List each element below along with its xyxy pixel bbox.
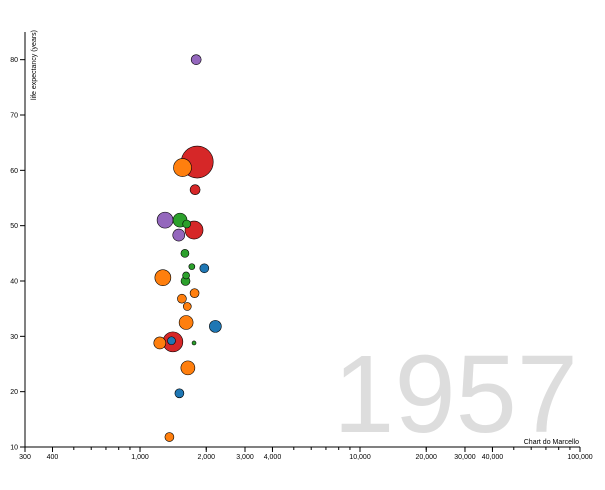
x-tick-label: 2,000 [197, 454, 215, 461]
data-point[interactable] [182, 219, 192, 229]
data-point[interactable] [189, 184, 201, 195]
data-point[interactable] [156, 211, 174, 229]
data-point[interactable] [182, 271, 190, 280]
x-tick-label: 40,000 [482, 454, 504, 461]
x-tick-label: 300 [19, 454, 31, 461]
data-point[interactable] [153, 336, 167, 350]
y-tick-label: 10 [10, 445, 18, 452]
data-point[interactable] [188, 263, 196, 270]
x-tick-label: 20,000 [416, 454, 438, 461]
data-point[interactable] [154, 269, 172, 286]
data-point[interactable] [167, 336, 176, 346]
y-axis-title: life expectancy (years) [31, 30, 38, 100]
y-tick-label: 70 [10, 113, 18, 120]
data-point[interactable] [178, 315, 194, 330]
data-point[interactable] [189, 288, 200, 298]
data-point[interactable] [191, 340, 197, 346]
data-point[interactable] [177, 293, 187, 304]
y-tick-label: 80 [10, 57, 18, 64]
x-axis: 300 400 1,000 2,000 3,000 4,000 10,000 20,000 30… [19, 446, 593, 461]
y-tick-label: 20 [10, 389, 18, 396]
x-tick-label: 400 [47, 454, 59, 461]
x-tick-label: 3,000 [236, 454, 254, 461]
y-axis: 10 20 30 40 50 60 70 80 [10, 32, 26, 452]
y-tick-label: 40 [10, 279, 18, 286]
year-label: 1957 [333, 333, 578, 456]
x-tick-label: 10,000 [349, 454, 371, 461]
x-axis-title: Chart do Marcello [524, 439, 579, 446]
data-point[interactable] [182, 302, 192, 311]
data-point[interactable] [164, 432, 175, 442]
x-tick-label: 1,000 [131, 454, 149, 461]
x-tick-label: 30,000 [454, 454, 476, 461]
y-tick-label: 50 [10, 223, 18, 230]
y-tick-label: 30 [10, 334, 18, 341]
data-point[interactable] [172, 228, 186, 242]
data-point[interactable] [209, 320, 222, 333]
data-point[interactable] [174, 388, 185, 399]
data-point[interactable] [199, 263, 210, 274]
bubbles-group [153, 54, 222, 442]
data-point[interactable] [173, 158, 192, 177]
y-tick-label: 60 [10, 168, 18, 175]
data-point[interactable] [190, 54, 202, 65]
x-tick-label: 4,000 [264, 454, 282, 461]
data-point[interactable] [180, 360, 196, 376]
data-point[interactable] [180, 249, 190, 258]
x-tick-label: 100,000 [567, 454, 592, 461]
